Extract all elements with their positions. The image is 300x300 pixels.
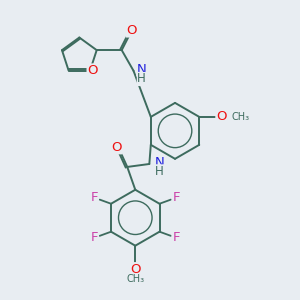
Text: F: F [172, 231, 180, 244]
Text: O: O [216, 110, 226, 123]
Text: O: O [126, 24, 137, 37]
Text: F: F [91, 231, 98, 244]
Text: CH₃: CH₃ [232, 112, 250, 122]
Text: CH₃: CH₃ [126, 274, 144, 284]
Text: N: N [137, 63, 147, 76]
Text: F: F [172, 191, 180, 204]
Text: F: F [91, 191, 98, 204]
Text: O: O [87, 64, 98, 77]
Text: N: N [155, 156, 164, 169]
Text: O: O [112, 141, 122, 154]
Text: H: H [155, 165, 164, 178]
Text: H: H [137, 73, 146, 85]
Text: O: O [130, 263, 140, 276]
